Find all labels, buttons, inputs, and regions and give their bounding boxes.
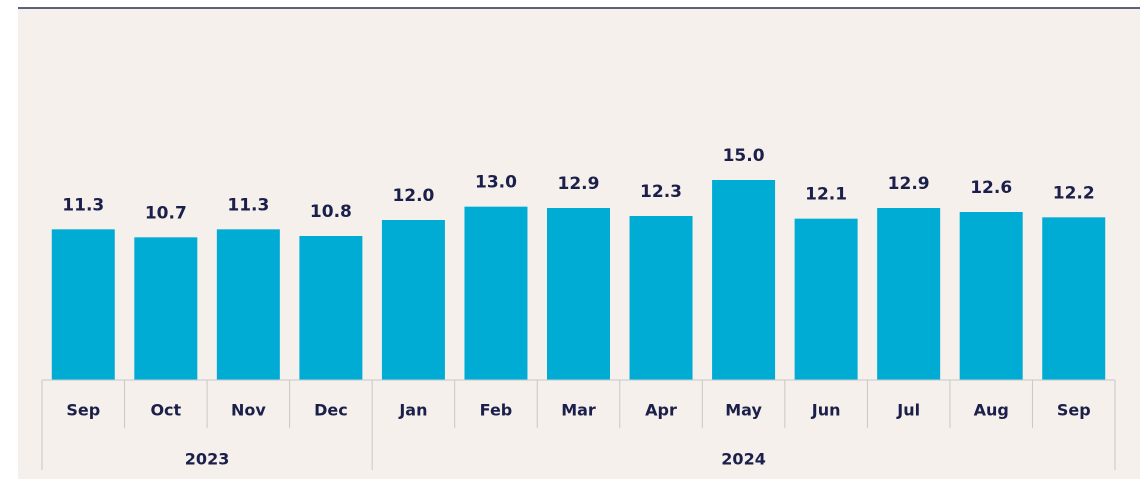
value-label: 10.7 (145, 203, 187, 223)
value-label: 12.9 (558, 174, 600, 194)
bar (629, 216, 693, 380)
bar (547, 208, 610, 380)
bar (1042, 217, 1106, 380)
bar (299, 236, 363, 380)
bar (51, 229, 115, 380)
x-tick-label: Apr (645, 401, 677, 420)
bar (216, 229, 280, 380)
x-tick-label: Jul (896, 401, 920, 420)
x-tick-label: Sep (1057, 401, 1091, 420)
x-tick-label: Nov (231, 401, 266, 420)
bar (712, 180, 776, 380)
value-label: 12.3 (640, 182, 682, 202)
bar (877, 208, 941, 380)
value-label: 12.0 (392, 186, 434, 206)
bar (959, 212, 1023, 380)
bar (464, 206, 528, 380)
x-tick-label: Dec (314, 401, 348, 420)
x-tick-label: Jun (811, 401, 841, 420)
value-label: 15.0 (723, 146, 765, 166)
bar (381, 220, 445, 380)
value-label: 11.3 (62, 195, 104, 215)
bar (794, 218, 858, 380)
value-label: 12.2 (1053, 183, 1095, 203)
x-tick-label: Feb (480, 401, 513, 420)
x-tick-label: May (725, 401, 762, 420)
group-label: 2024 (721, 450, 766, 469)
x-tick-label: Sep (66, 401, 100, 420)
x-tick-label: Mar (561, 401, 596, 420)
x-tick-label: Aug (974, 401, 1009, 420)
value-label: 12.9 (888, 174, 930, 194)
value-label: 12.1 (805, 185, 847, 205)
value-label: 10.8 (310, 202, 352, 222)
x-tick-label: Jan (398, 401, 427, 420)
value-label: 12.6 (970, 178, 1012, 198)
value-label: 13.0 (475, 173, 517, 193)
value-label: 11.3 (227, 195, 269, 215)
bar (134, 237, 198, 380)
x-tick-label: Oct (150, 401, 181, 420)
group-label: 2023 (185, 450, 230, 469)
